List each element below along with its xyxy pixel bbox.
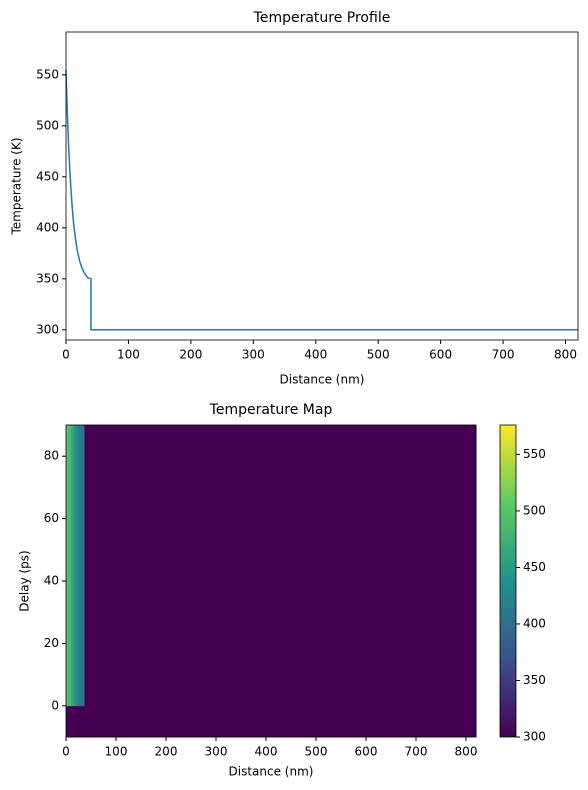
heatmap-cell [81, 705, 85, 738]
y-axis-label: Delay (ps) [18, 550, 32, 611]
y-tick-label: 550 [36, 67, 59, 81]
y-tick-label: 80 [44, 449, 59, 463]
colorbar-tick-label: 300 [523, 730, 546, 744]
heatmap-cell [73, 705, 77, 738]
heatmap-cell [68, 705, 72, 738]
x-axis-label: Distance (nm) [280, 373, 365, 387]
y-tick-label: 0 [51, 698, 59, 712]
x-tick-label: 200 [155, 745, 178, 759]
heatmap-cell [68, 425, 72, 707]
x-tick-label: 200 [179, 348, 202, 362]
heatmap-cell [66, 425, 69, 707]
heatmap-cell [81, 425, 85, 707]
x-tick-label: 800 [554, 348, 577, 362]
y-tick-label: 400 [36, 220, 59, 234]
colorbar-tick-label: 450 [523, 560, 546, 574]
x-tick-label: 400 [304, 348, 327, 362]
x-tick-label: 300 [205, 745, 228, 759]
colorbar-tick-label: 350 [523, 673, 546, 687]
y-tick-label: 300 [36, 322, 59, 336]
heatmap-cell [78, 705, 82, 738]
y-tick-label: 500 [36, 118, 59, 132]
x-tick-label: 300 [242, 348, 265, 362]
x-tick-label: 0 [62, 745, 70, 759]
y-tick-label: 350 [36, 271, 59, 285]
heatmap-cell [84, 425, 477, 707]
line [65, 69, 578, 331]
y-tick-label: 40 [44, 574, 59, 588]
heatmap-cell [73, 425, 77, 707]
heatmap-cell [66, 705, 69, 738]
y-tick-label: 450 [36, 169, 59, 183]
x-tick-label: 100 [105, 745, 128, 759]
x-tick-label: 600 [429, 348, 452, 362]
x-tick-label: 700 [405, 745, 428, 759]
colorbar-tick-label: 500 [523, 503, 546, 517]
chart-title: Temperature Profile [253, 10, 391, 26]
y-axis-label: Temperature (K) [10, 137, 24, 235]
x-tick-label: 0 [62, 348, 70, 362]
colorbar-tick-label: 400 [523, 616, 546, 630]
x-tick-label: 700 [492, 348, 515, 362]
chart-title: Temperature Map [209, 402, 333, 418]
x-tick-label: 100 [117, 348, 140, 362]
colorbar [499, 424, 517, 738]
x-axis-label: Distance (nm) [229, 765, 314, 779]
heatmap-cell [84, 705, 477, 738]
x-tick-label: 400 [255, 745, 278, 759]
x-tick-label: 500 [367, 348, 390, 362]
heatmap-cell [78, 425, 82, 707]
plot-frame [65, 31, 579, 341]
heatmap-cell [71, 425, 74, 707]
heatmap-cell [71, 705, 74, 738]
x-tick-label: 800 [455, 745, 478, 759]
y-tick-label: 60 [44, 511, 59, 525]
heatmap-cell [76, 425, 79, 707]
y-tick-label: 20 [44, 636, 59, 650]
x-tick-label: 500 [305, 745, 328, 759]
x-tick-label: 600 [355, 745, 378, 759]
colorbar-tick-label: 550 [523, 447, 546, 461]
heatmap-cell [76, 705, 79, 738]
